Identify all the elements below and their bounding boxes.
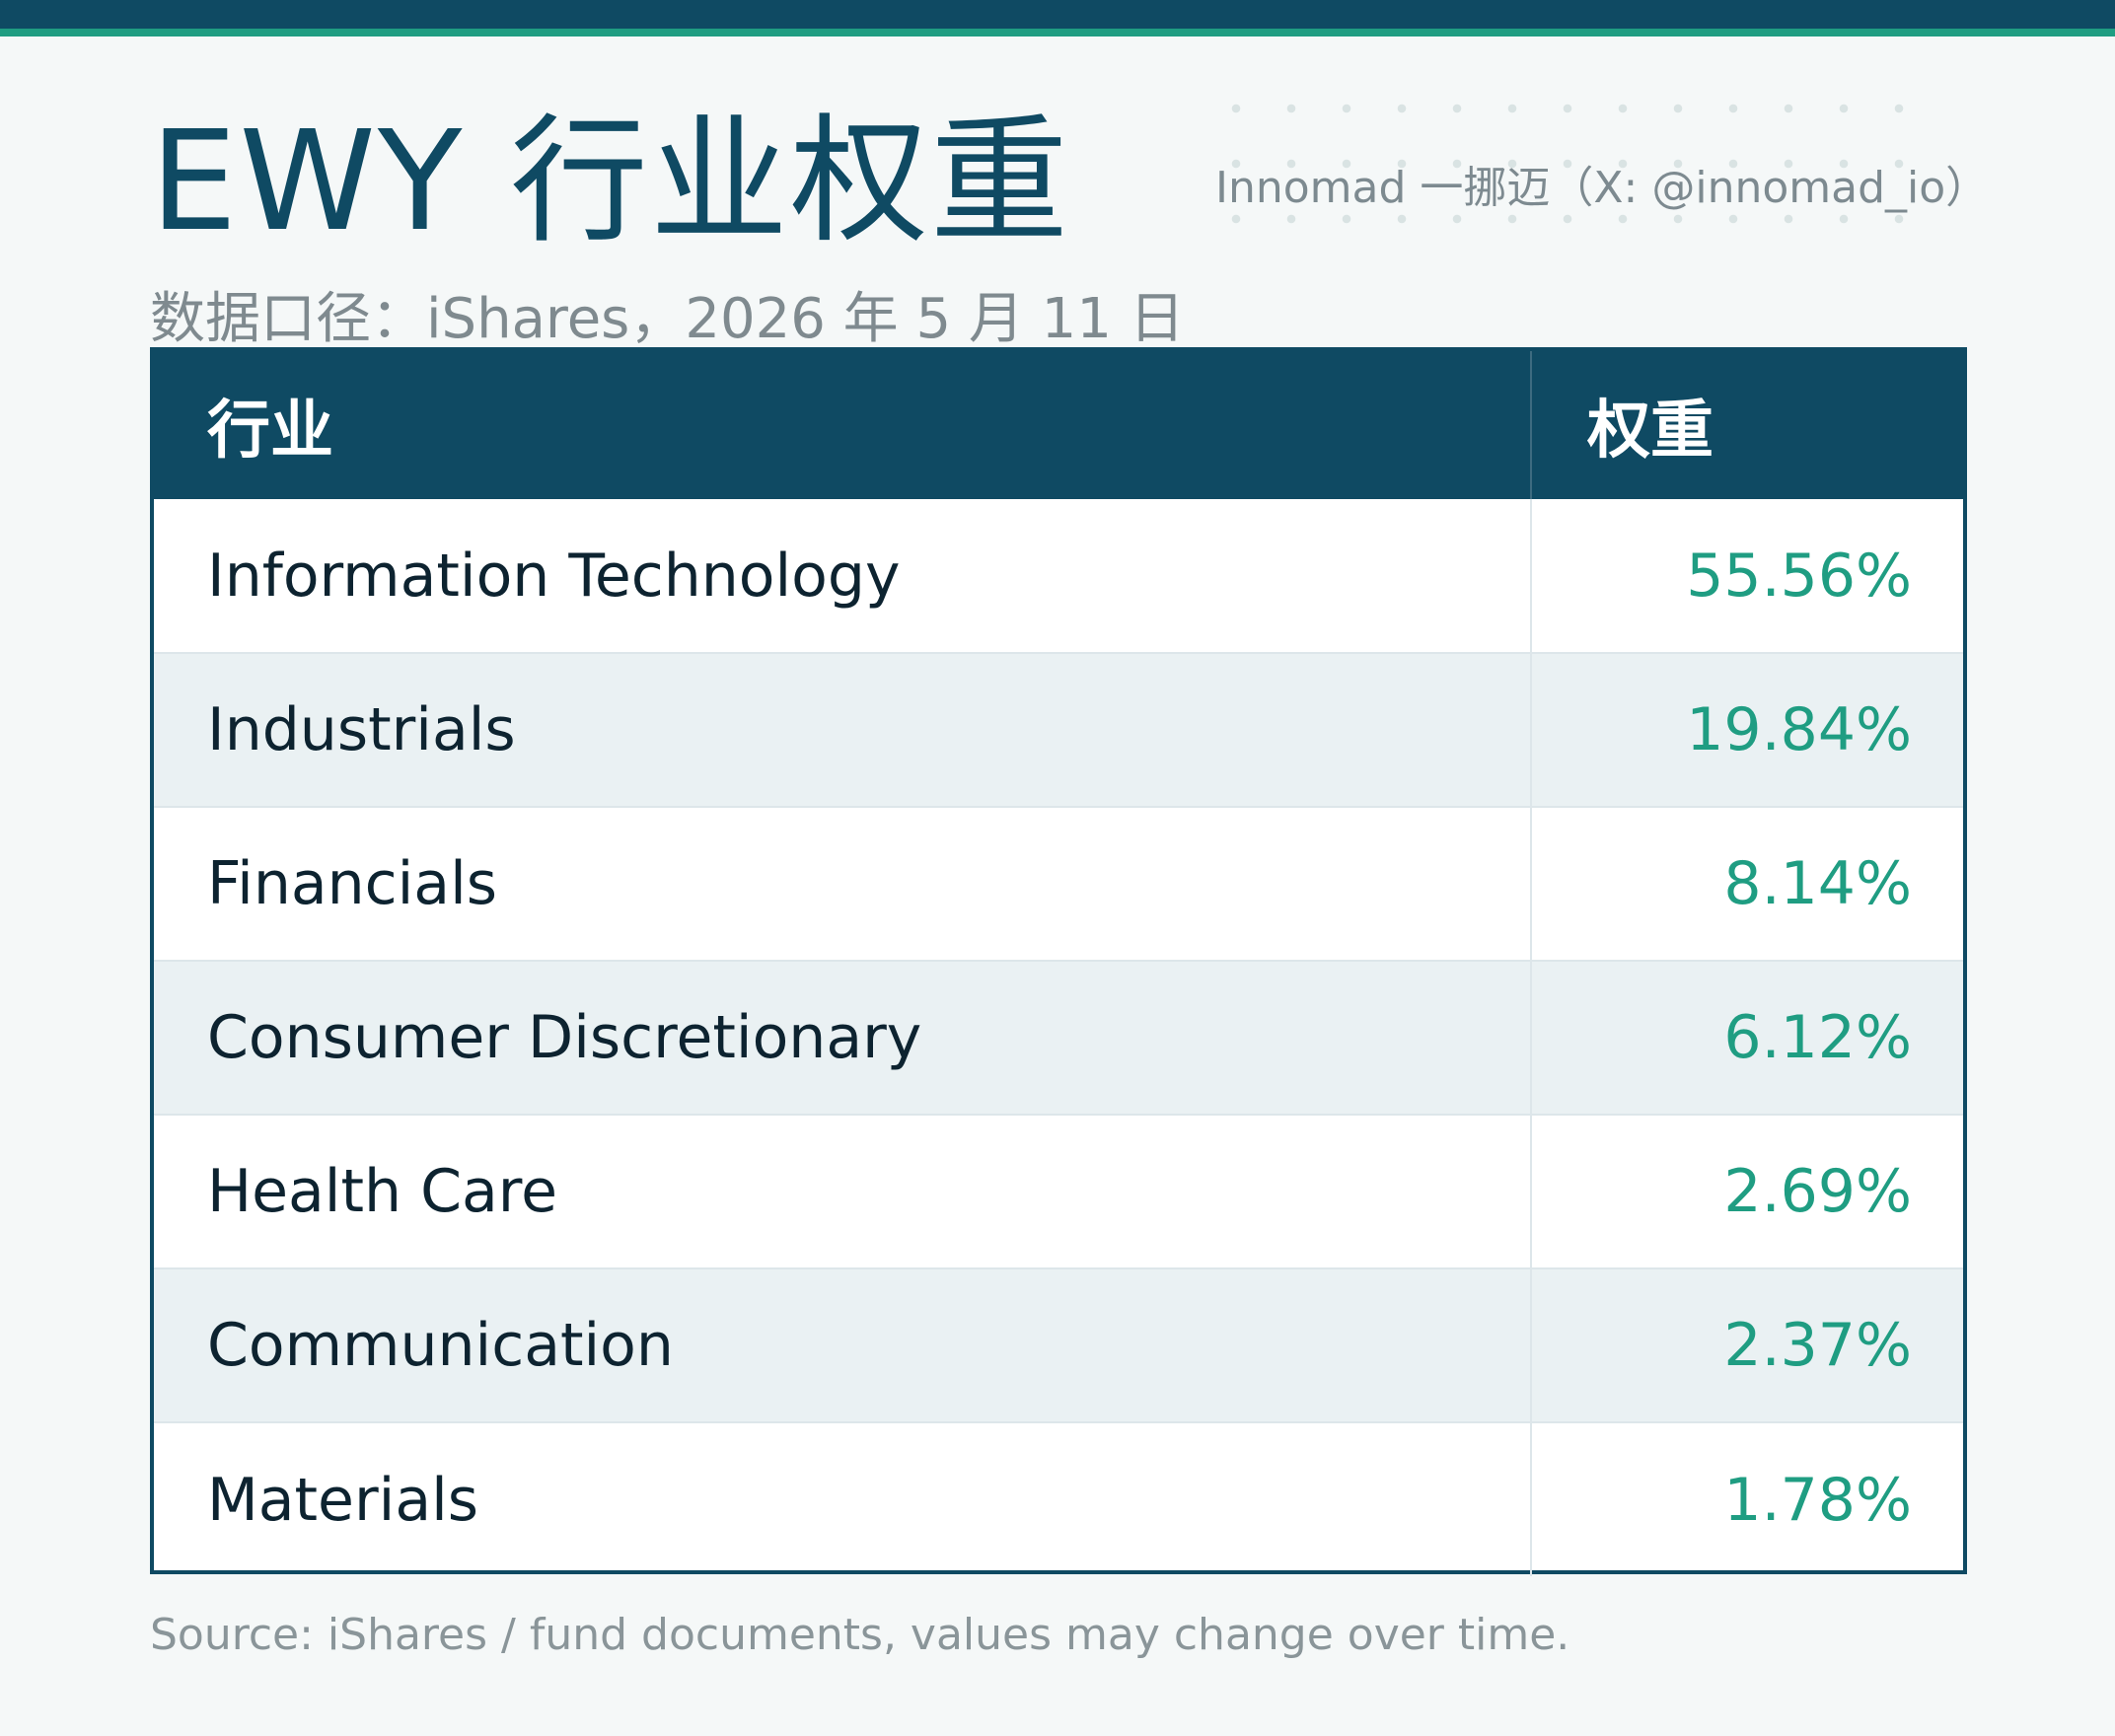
sector-name: Consumer Discretionary <box>154 960 1531 1115</box>
sector-name: Communication <box>154 1267 1531 1422</box>
sector-weight: 2.37% <box>1530 1267 1963 1422</box>
table-header-row: 行业 权重 <box>154 351 1963 499</box>
table-row: Financials 8.14% <box>154 806 1963 961</box>
column-header-sector: 行业 <box>207 395 333 468</box>
table-row: Industrials 19.84% <box>154 652 1963 807</box>
sector-weight: 55.56% <box>1530 499 1963 653</box>
table-row: Information Technology 55.56% <box>154 499 1963 653</box>
top-accent-bar <box>0 0 2115 36</box>
sector-name: Materials <box>154 1421 1531 1576</box>
sector-name: Health Care <box>154 1114 1531 1268</box>
sector-weight: 19.84% <box>1530 652 1963 807</box>
table-row: Communication 2.37% <box>154 1267 1963 1422</box>
table-row: Materials 1.78% <box>154 1421 1963 1576</box>
source-footnote: Source: iShares / fund documents, values… <box>150 1610 1570 1660</box>
sector-weight: 2.69% <box>1530 1114 1963 1268</box>
sector-weight: 1.78% <box>1530 1421 1963 1576</box>
sector-name: Financials <box>154 806 1531 961</box>
sector-name: Information Technology <box>207 541 901 611</box>
table-row: Consumer Discretionary 6.12% <box>154 960 1963 1115</box>
sector-weight: 8.14% <box>1530 806 1963 961</box>
sector-name: Industrials <box>154 652 1531 807</box>
dot-pattern-decoration <box>1208 81 1938 258</box>
author-credit: Innomad 一挪迈（X: @innomad_io） <box>1215 163 1990 213</box>
sector-weight: 6.12% <box>1530 960 1963 1115</box>
sector-weight-table: 行业 权重 Information Technology 55.56% Indu… <box>150 347 1967 1576</box>
page-title: EWY 行业权重 <box>150 102 1070 262</box>
table-row: Health Care 2.69% <box>154 1114 1963 1268</box>
data-source-subtitle: 数据口径：iShares，2026 年 5 月 11 日 <box>150 287 1185 351</box>
column-header-weight: 权重 <box>1530 351 1963 499</box>
